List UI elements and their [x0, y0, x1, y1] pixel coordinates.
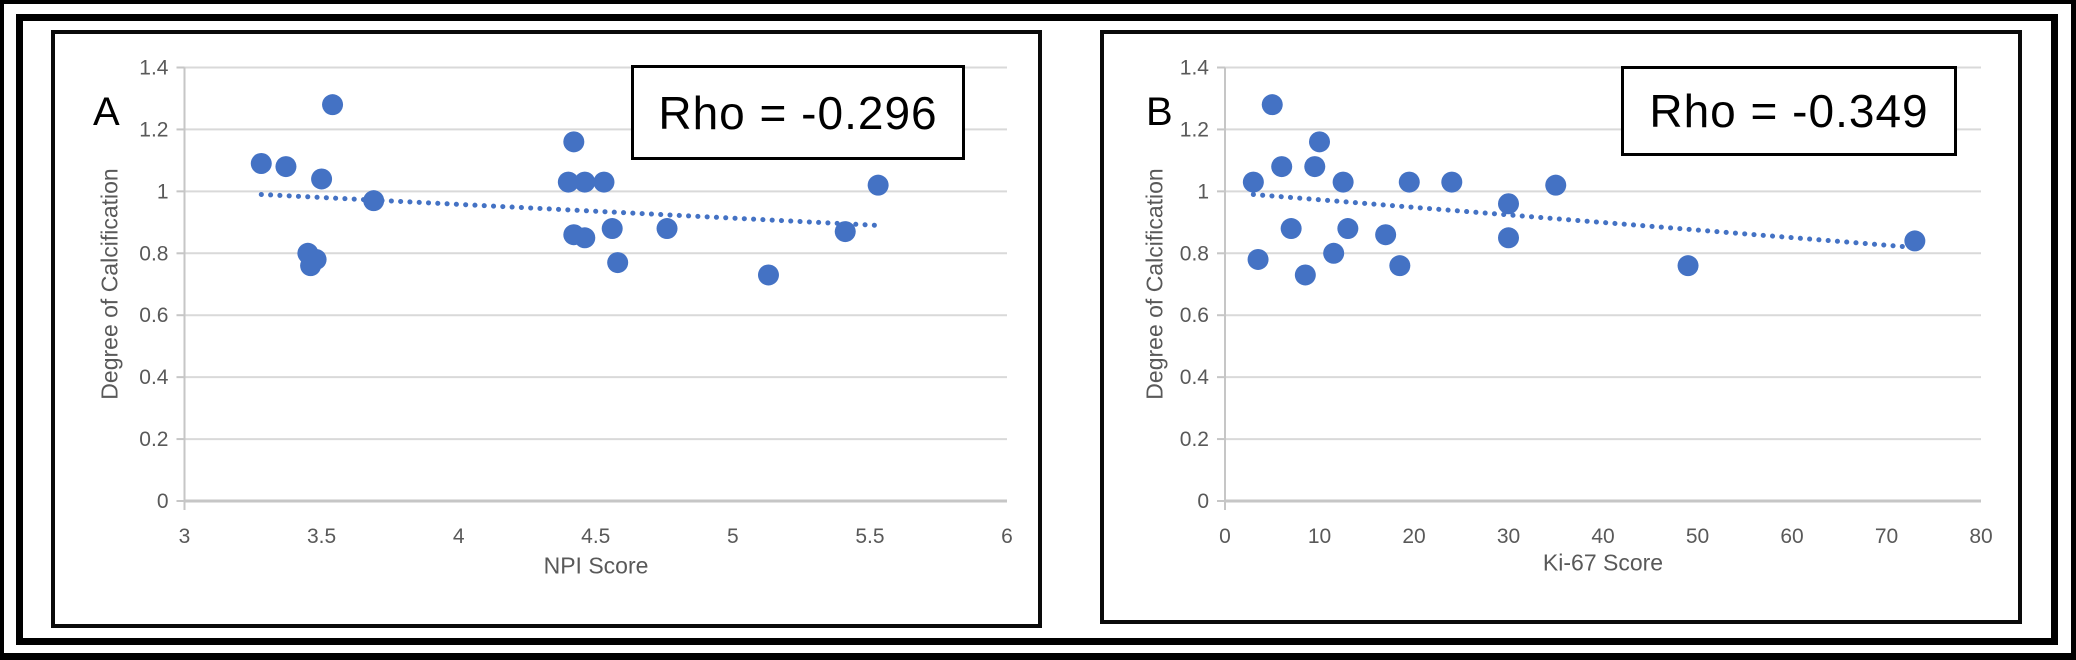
- data-point: [1498, 227, 1519, 249]
- y-tick-label: 0.8: [1180, 242, 1209, 265]
- y-tick-label: 0.4: [1180, 366, 1210, 389]
- x-tick-label: 40: [1591, 525, 1614, 548]
- x-tick-label: 50: [1686, 525, 1709, 548]
- data-point: [574, 227, 596, 249]
- x-tick-label: 3: [179, 525, 191, 548]
- data-point: [656, 218, 678, 240]
- x-tick-label: 80: [1969, 525, 1992, 548]
- y-tick-label: 0.6: [1180, 304, 1209, 327]
- data-point: [1304, 156, 1326, 178]
- data-point: [1323, 242, 1345, 264]
- y-tick-label: 1: [157, 180, 169, 203]
- rho-annotation-a: Rho = -0.296: [631, 65, 965, 160]
- data-point: [250, 152, 272, 174]
- data-point: [1294, 264, 1316, 286]
- page-edge-left: [0, 0, 4, 660]
- page-edge-bottom: [0, 653, 2076, 660]
- data-point: [1261, 94, 1283, 116]
- data-point: [1247, 248, 1269, 270]
- x-tick-label: 30: [1497, 525, 1520, 548]
- x-tick-label: 60: [1780, 525, 1803, 548]
- data-point: [1545, 174, 1567, 196]
- page-edge-top: [0, 0, 2076, 4]
- y-tick-label: 1.4: [1180, 57, 1210, 80]
- page-edge-right: [2071, 0, 2076, 660]
- data-point: [311, 168, 333, 190]
- y-axis-title-b: Degree of Calcification: [1141, 168, 1168, 400]
- x-tick-label: 4.5: [581, 525, 610, 548]
- rho-text-a: Rho = -0.296: [658, 86, 938, 139]
- y-tick-label: 1.2: [139, 118, 168, 141]
- y-tick-label: 0: [157, 490, 169, 513]
- x-tick-label: 6: [1001, 525, 1013, 548]
- x-tick-label: 10: [1308, 525, 1331, 548]
- data-point: [593, 171, 615, 193]
- panel-b: 0 0.2 0.4 0.6 0.8 1 1.2 1.4 0 10 20 30 40 50 60 70 80 B …: [1100, 30, 2022, 624]
- trendline: [1250, 191, 1913, 250]
- y-tick-label: 1: [1197, 180, 1209, 203]
- y-tick-label: 0.8: [139, 242, 168, 265]
- data-point: [1309, 131, 1330, 153]
- x-tick-label: 4: [453, 525, 465, 548]
- data-point: [1242, 171, 1264, 193]
- data-point: [300, 255, 322, 277]
- data-point: [1498, 193, 1519, 215]
- data-point: [757, 264, 779, 286]
- x-tick-label: 5: [727, 525, 739, 548]
- data-point: [1389, 255, 1411, 277]
- x-tick-label: 70: [1875, 525, 1898, 548]
- x-axis-title-b: Ki-67 Score: [1542, 549, 1664, 576]
- y-tick-label: 1.2: [1180, 118, 1209, 141]
- data-point: [1280, 218, 1302, 240]
- data-point: [867, 174, 889, 196]
- data-point: [322, 94, 344, 116]
- scatter-chart-ki67: 0 0.2 0.4 0.6 0.8 1 1.2 1.4 0 10 20 30 40 50 60 70 80: [1180, 57, 1993, 549]
- y-tick-label: 0.2: [1180, 428, 1209, 451]
- data-point: [834, 221, 856, 243]
- y-tick-label: 0.6: [139, 304, 168, 327]
- data-point: [1271, 156, 1293, 178]
- data-point: [1441, 171, 1463, 193]
- x-tick-label: 20: [1402, 525, 1425, 548]
- data-point: [563, 131, 585, 153]
- data-point: [1904, 230, 1926, 252]
- y-tick-label: 0.2: [139, 428, 168, 451]
- x-tick-label: 3.5: [307, 525, 336, 548]
- x-tick-label: 5.5: [855, 525, 884, 548]
- y-tick-label: 1.4: [139, 57, 169, 80]
- data-point: [607, 252, 629, 274]
- data-point: [557, 171, 579, 193]
- y-axis-title-a: Degree of Calcification: [96, 168, 123, 400]
- trendline: [258, 191, 881, 228]
- data-point: [363, 190, 385, 212]
- panel-b-letter: B: [1146, 90, 1173, 134]
- panel-a-letter: A: [93, 90, 120, 134]
- data-point: [574, 171, 596, 193]
- data-point: [1332, 171, 1354, 193]
- data-point: [1677, 255, 1699, 277]
- panel-a: 0 0.2 0.4 0.6 0.8 1 1.2 1.4 3 3.5 4 4.5 5 5.5 6 A Degr…: [51, 30, 1042, 628]
- x-axis-title-a: NPI Score: [543, 552, 649, 579]
- y-tick-label: 0: [1197, 490, 1209, 513]
- data-point: [275, 156, 297, 178]
- x-tick-label: 0: [1219, 525, 1231, 548]
- data-point: [601, 218, 623, 240]
- rho-annotation-b: Rho = -0.349: [1621, 66, 1957, 156]
- rho-text-b: Rho = -0.349: [1649, 85, 1929, 137]
- data-point: [1375, 224, 1397, 246]
- data-point: [1337, 218, 1359, 240]
- data-point: [1398, 171, 1420, 193]
- y-tick-label: 0.4: [139, 366, 169, 389]
